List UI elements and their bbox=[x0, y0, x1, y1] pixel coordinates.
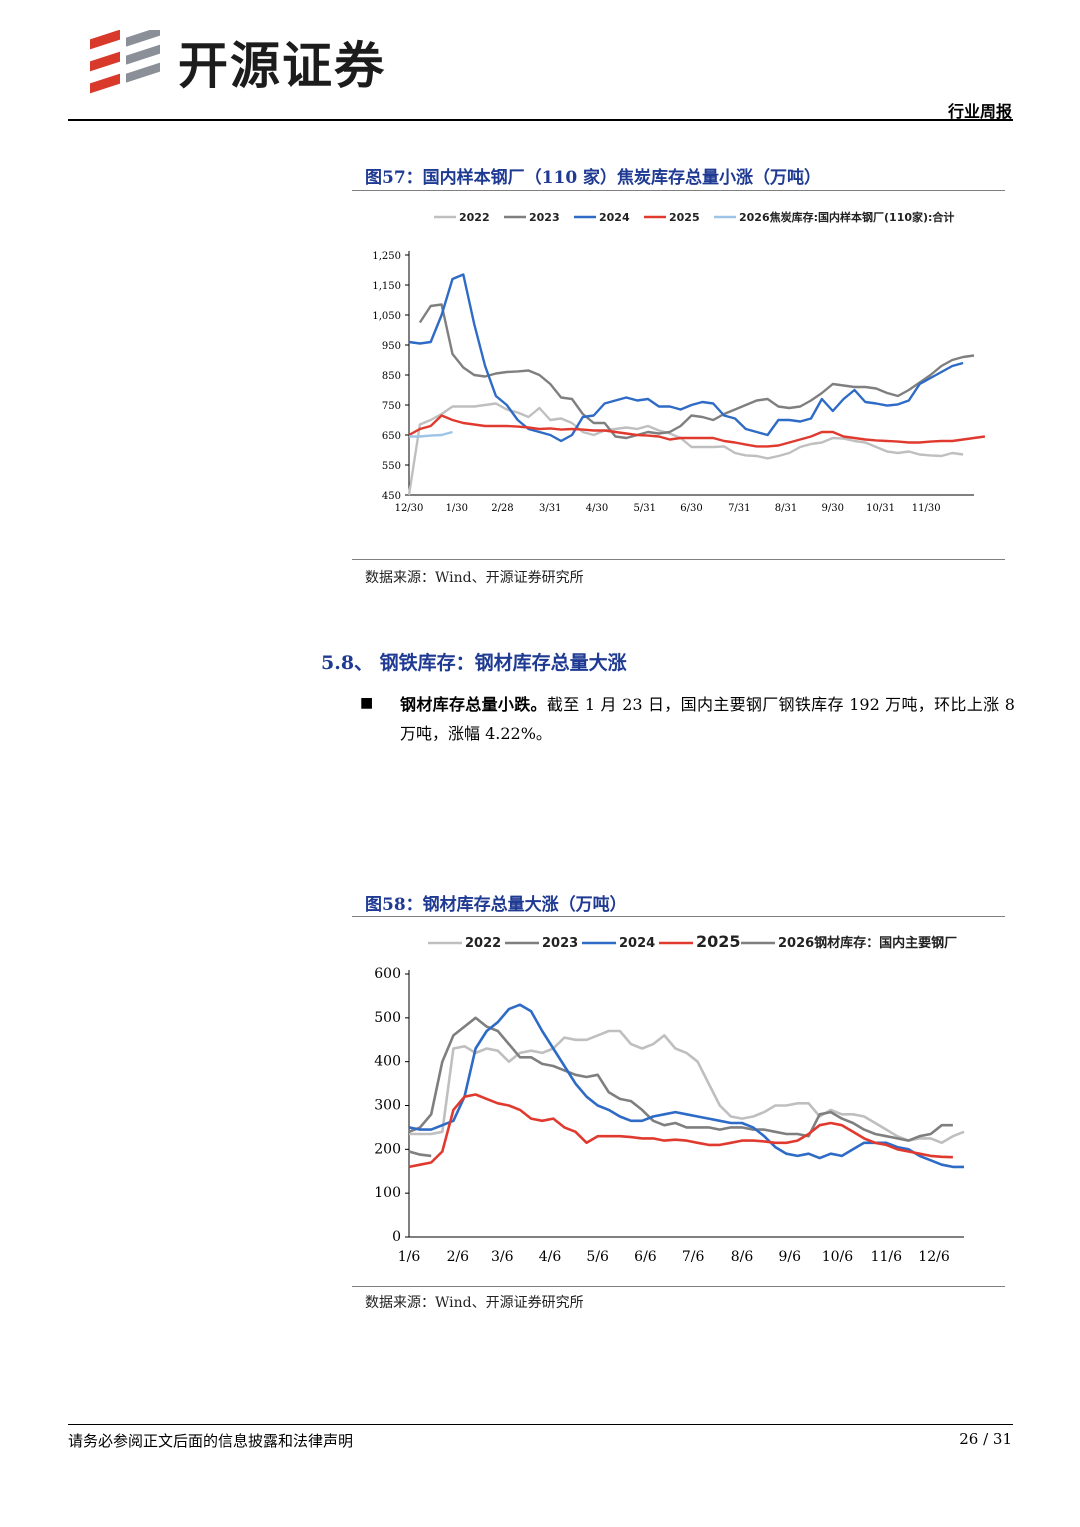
x-tick-label: 3/31 bbox=[539, 503, 561, 514]
figure-57-top-rule bbox=[352, 190, 1005, 191]
figure-58-bottom-rule bbox=[352, 1286, 1005, 1287]
x-tick-label: 6/6 bbox=[634, 1249, 657, 1265]
x-tick-label: 7/6 bbox=[682, 1249, 705, 1265]
y-tick-label: 300 bbox=[374, 1098, 401, 1114]
y-tick-label: 500 bbox=[374, 1010, 401, 1026]
series-line-2022 bbox=[407, 402, 964, 496]
x-tick-label: 4/6 bbox=[539, 1249, 562, 1265]
paragraph-lead: 钢材库存总量小跌。 bbox=[400, 695, 547, 714]
chart-58-legend: 2022 2023 2024 2025 2026钢材库存：国内主要钢厂 bbox=[428, 932, 957, 951]
logo-mark-icon bbox=[90, 30, 160, 94]
legend-label: 2025 bbox=[669, 211, 700, 224]
x-tick-label: 2/28 bbox=[491, 503, 513, 514]
y-tick-label: 850 bbox=[382, 371, 401, 382]
x-tick-label: 7/31 bbox=[728, 503, 750, 514]
x-tick-label: 10/31 bbox=[866, 503, 895, 514]
figure-57-title: 图57：国内样本钢厂（110 家）焦炭库存总量小涨（万吨） bbox=[365, 168, 822, 188]
x-tick-label: 5/6 bbox=[586, 1249, 609, 1265]
legend-label: 2025 bbox=[696, 932, 741, 951]
series-line-2024 bbox=[408, 1003, 964, 1169]
x-tick-label: 2/6 bbox=[447, 1249, 470, 1265]
x-tick-label: 1/30 bbox=[446, 503, 468, 514]
header-divider bbox=[68, 119, 1013, 121]
legend-label: 2023 bbox=[529, 211, 560, 224]
legend-label: 2024 bbox=[599, 211, 630, 224]
figure-58-top-rule bbox=[352, 916, 1005, 917]
legend-label: 2023 bbox=[542, 936, 578, 951]
series-line-2023 bbox=[418, 303, 975, 440]
legend-label: 2026钢材库存：国内主要钢厂 bbox=[778, 935, 957, 951]
x-tick-label: 10/6 bbox=[822, 1249, 854, 1265]
y-tick-label: 1,150 bbox=[372, 281, 401, 292]
y-tick-label: 950 bbox=[382, 341, 401, 352]
y-tick-label: 0 bbox=[392, 1229, 401, 1245]
series-line-2023 bbox=[408, 1016, 953, 1142]
x-tick-label: 12/30 bbox=[395, 503, 424, 514]
series-line-2026钢材库存：国内主要钢厂 bbox=[408, 1150, 432, 1158]
company-logo bbox=[90, 30, 160, 94]
figure-58-title: 图58：钢材库存总量大涨（万吨） bbox=[365, 895, 627, 915]
chart-58: 2022 2023 2024 2025 2026钢材库存：国内主要钢厂 600 500 40… bbox=[374, 932, 965, 1265]
legend-label: 2026焦炭库存:国内样本钢厂(110家):合计 bbox=[739, 210, 954, 224]
company-name: 开源证券 bbox=[178, 37, 386, 95]
y-tick-label: 100 bbox=[374, 1185, 401, 1201]
legend-label: 2024 bbox=[619, 936, 655, 951]
section-heading: 5.8、 钢铁库存：钢材库存总量大涨 bbox=[321, 652, 627, 674]
body-paragraph: 钢材库存总量小跌。截至 1 月 23 日，国内主要钢厂钢铁库存 192 万吨，环… bbox=[400, 690, 1015, 748]
x-tick-label: 1/6 bbox=[398, 1249, 421, 1265]
x-tick-label: 9/30 bbox=[822, 503, 844, 514]
legend-label: 2022 bbox=[465, 936, 501, 951]
y-tick-label: 450 bbox=[382, 491, 401, 502]
report-type: 行业周报 bbox=[947, 102, 1012, 121]
x-tick-label: 11/6 bbox=[871, 1249, 903, 1265]
legend-label: 2022 bbox=[459, 211, 490, 224]
bullet-icon: ■ bbox=[360, 695, 374, 711]
series-line-2026焦炭库存:国内样本钢厂(110家):合计 bbox=[409, 430, 453, 438]
y-tick-label: 750 bbox=[382, 401, 401, 412]
x-tick-label: 8/31 bbox=[775, 503, 797, 514]
y-tick-label: 600 bbox=[374, 966, 401, 982]
y-tick-label: 400 bbox=[374, 1054, 401, 1070]
y-tick-label: 550 bbox=[382, 461, 401, 472]
chart-57-legend: 2022 2023 2024 2025 2026焦炭库存:国内样本钢厂(110家):合计 bbox=[434, 210, 954, 224]
x-tick-label: 11/30 bbox=[912, 503, 941, 514]
footer-divider bbox=[68, 1424, 1013, 1425]
x-tick-label: 12/6 bbox=[918, 1249, 950, 1265]
figure-58-source: 数据来源：Wind、开源证券研究所 bbox=[365, 1295, 584, 1311]
x-tick-label: 5/31 bbox=[634, 503, 656, 514]
chart-57: 2022 2023 2024 2025 2026焦炭库存:国内样本钢厂(110家):合计… bbox=[372, 210, 986, 514]
y-tick-label: 1,250 bbox=[372, 251, 401, 262]
x-tick-label: 9/6 bbox=[778, 1249, 801, 1265]
page-number: 26 / 31 bbox=[959, 1430, 1012, 1448]
footer-disclaimer: 请务必参阅正文后面的信息披露和法律声明 bbox=[68, 1432, 354, 1450]
y-tick-label: 200 bbox=[374, 1141, 401, 1157]
y-tick-label: 650 bbox=[382, 431, 401, 442]
series-line-2024 bbox=[408, 273, 964, 443]
series-line-2025 bbox=[408, 1093, 953, 1169]
series-line-2022 bbox=[409, 1029, 965, 1145]
figure-57-bottom-rule bbox=[352, 559, 1005, 560]
x-tick-label: 8/6 bbox=[731, 1249, 754, 1265]
x-tick-label: 4/30 bbox=[586, 503, 608, 514]
x-tick-label: 3/6 bbox=[491, 1249, 514, 1265]
x-tick-label: 6/30 bbox=[680, 503, 702, 514]
paragraph-text: 截至 1 月 23 日，国内主要钢厂钢铁库存 192 万吨，环比上涨 8 万吨，… bbox=[400, 695, 1015, 743]
figure-57-source: 数据来源：Wind、开源证券研究所 bbox=[365, 570, 584, 586]
series-line-2025 bbox=[408, 414, 986, 448]
y-tick-label: 1,050 bbox=[372, 311, 401, 322]
